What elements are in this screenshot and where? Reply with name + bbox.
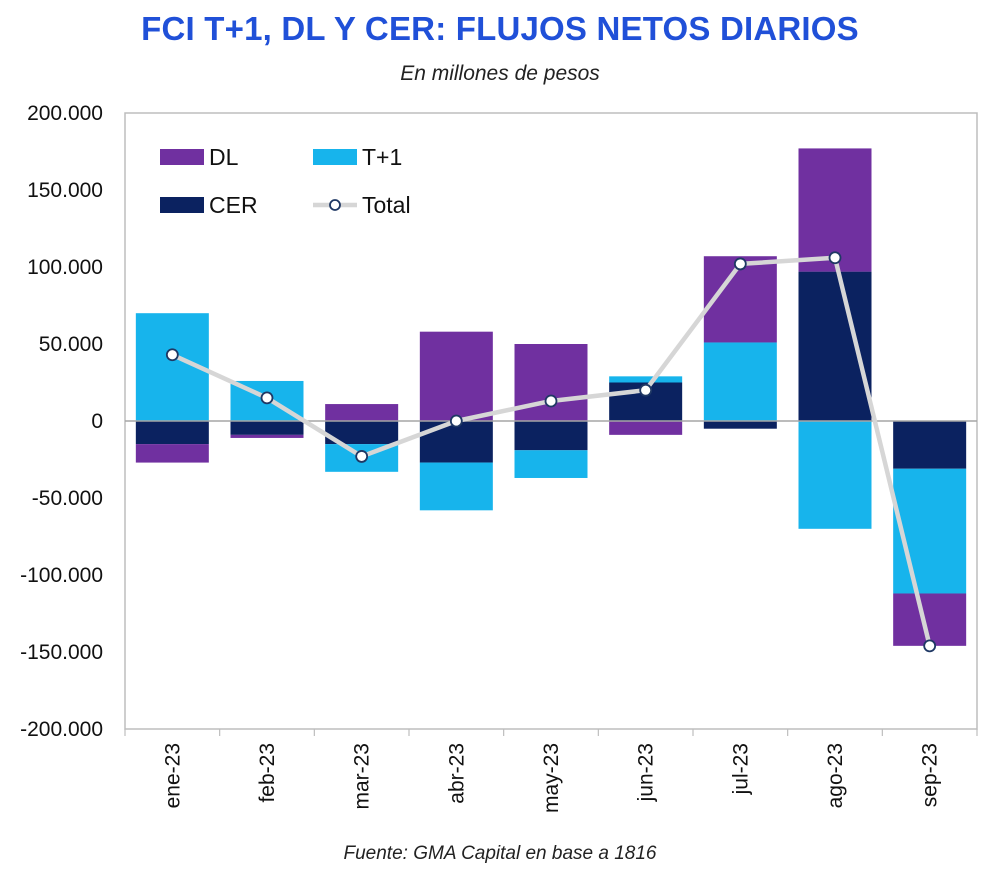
bar-cer-may-23: [514, 421, 588, 451]
y-tick-label: 0: [91, 410, 103, 433]
bar-tplus1-ago-23: [798, 421, 872, 529]
legend-swatch-tplus1: [313, 149, 357, 165]
bar-cer-feb-23: [230, 421, 304, 435]
x-tick-label: ene-23: [161, 743, 184, 808]
legend-label-total: Total: [362, 192, 411, 218]
total-point-jun-23: [639, 383, 653, 397]
bar-tplus1-jul-23: [703, 342, 777, 421]
y-tick-label: 150.000: [27, 179, 103, 202]
legend-swatch-cer: [160, 197, 204, 213]
legend-label-cer: CER: [209, 192, 258, 218]
x-tick-label: jul-23: [729, 743, 752, 795]
chart-title: FCI T+1, DL Y CER: FLUJOS NETOS DIARIOS: [141, 10, 859, 47]
x-tick-label: feb-23: [256, 743, 279, 803]
total-point-abr-23: [449, 414, 463, 428]
total-point-mar-23: [355, 450, 369, 463]
bar-tplus1-sep-23: [893, 468, 967, 594]
x-tick-label: jun-23: [635, 743, 658, 802]
bar-cer-jul-23: [703, 421, 777, 429]
x-tick-label: sep-23: [919, 743, 942, 807]
total-point-ago-23: [828, 251, 842, 265]
y-tick-label: -100.000: [20, 564, 103, 587]
bar-tplus1-may-23: [514, 450, 588, 478]
bar-cer-sep-23: [893, 421, 967, 469]
bar-dl-feb-23: [230, 434, 304, 438]
bar-cer-ago-23: [798, 271, 872, 421]
bar-cer-ene-23: [135, 421, 209, 445]
legend-swatch-dl: [160, 149, 204, 165]
bar-tplus1-jun-23: [609, 376, 683, 383]
legend-marker-total: [329, 199, 341, 211]
y-tick-label: 100.000: [27, 256, 103, 279]
bar-dl-ago-23: [798, 148, 872, 272]
chart-subtitle: En millones de pesos: [400, 62, 600, 85]
x-tick-label: abr-23: [445, 743, 468, 804]
bar-cer-mar-23: [325, 421, 399, 445]
legend-label-dl: DL: [209, 144, 239, 170]
y-tick-label: -200.000: [20, 718, 103, 741]
chart-footer: Fuente: GMA Capital en base a 1816: [343, 843, 657, 864]
total-point-sep-23: [923, 639, 937, 653]
y-tick-label: -150.000: [20, 641, 103, 664]
bar-dl-may-23: [514, 344, 588, 421]
x-tick-label: may-23: [540, 743, 563, 813]
y-tick-label: 50.000: [39, 333, 103, 356]
y-tick-label: 200.000: [27, 102, 103, 125]
bar-dl-jun-23: [609, 421, 683, 435]
total-point-may-23: [544, 394, 558, 408]
y-tick-label: -50.000: [32, 487, 103, 510]
bar-dl-mar-23: [325, 404, 399, 421]
legend-label-tplus1: T+1: [362, 144, 402, 170]
bar-tplus1-abr-23: [419, 462, 493, 511]
total-point-jul-23: [733, 257, 747, 271]
total-point-ene-23: [165, 348, 179, 362]
x-tick-label: mar-23: [351, 743, 374, 810]
total-point-feb-23: [260, 391, 274, 405]
bar-dl-abr-23: [419, 331, 493, 421]
bar-dl-ene-23: [135, 444, 209, 463]
x-tick-label: ago-23: [824, 743, 847, 808]
